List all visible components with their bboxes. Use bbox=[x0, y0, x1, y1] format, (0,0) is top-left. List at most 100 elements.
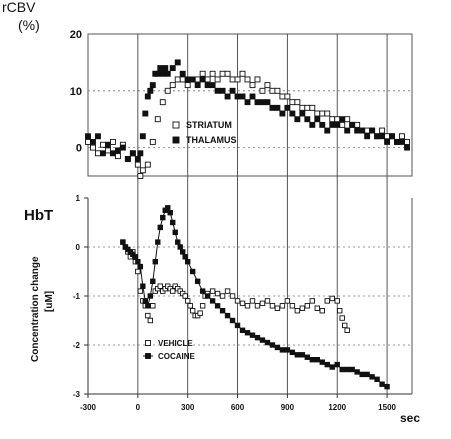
hbt-xtick-label: 900 bbox=[281, 403, 295, 412]
rcbv-point-striatum bbox=[319, 110, 326, 117]
hbt-point-vehicle bbox=[344, 327, 350, 333]
hbt-point-cocaine bbox=[150, 278, 156, 284]
rcbv-point-thalamus bbox=[184, 76, 191, 83]
rcbv-point-striatum bbox=[114, 153, 121, 160]
rcbv-point-thalamus bbox=[369, 127, 376, 134]
rcbv-point-striatum bbox=[95, 150, 101, 157]
hbt-point-cocaine bbox=[284, 347, 291, 353]
hbt-point-cocaine bbox=[204, 293, 211, 299]
hbt-xtick-label: 1500 bbox=[378, 403, 396, 412]
hbt-point-cocaine bbox=[244, 330, 251, 336]
hbt-point-cocaine bbox=[274, 344, 281, 351]
rcbv-point-striatum bbox=[274, 87, 281, 94]
hbt-point-cocaine bbox=[214, 303, 221, 309]
rcbv-point-thalamus bbox=[234, 93, 241, 100]
rcbv-point-thalamus bbox=[199, 76, 206, 83]
rcbv-point-striatum bbox=[244, 76, 251, 83]
hbt-point-vehicle bbox=[299, 305, 306, 311]
hbt-point-cocaine bbox=[344, 366, 350, 373]
hbt-point-cocaine bbox=[184, 259, 191, 265]
rcbv-point-thalamus bbox=[274, 104, 281, 111]
hbt-point-vehicle bbox=[309, 298, 316, 304]
rcbv-point-thalamus bbox=[144, 93, 151, 100]
rcbv-point-thalamus bbox=[399, 138, 405, 145]
rcbv-point-striatum bbox=[379, 127, 386, 134]
rcbv-point-thalamus bbox=[149, 82, 156, 89]
hbt-point-cocaine bbox=[319, 359, 325, 365]
rcbv-point-striatum bbox=[364, 127, 371, 134]
rcbv-point-striatum bbox=[144, 161, 151, 168]
rcbv-point-thalamus bbox=[349, 121, 356, 128]
hbt-point-vehicle bbox=[244, 303, 251, 309]
hbt-point-vehicle bbox=[329, 295, 335, 302]
hbt-ytick-label: -3 bbox=[73, 390, 81, 399]
rcbv-point-striatum bbox=[234, 76, 241, 83]
rcbv-point-thalamus bbox=[124, 156, 131, 162]
rcbv-point-striatum bbox=[179, 76, 186, 83]
hbt-point-cocaine bbox=[264, 339, 271, 346]
rcbv-point-striatum bbox=[384, 133, 391, 140]
rcbv-ytick-label: 10 bbox=[70, 86, 82, 98]
hbt-point-vehicle bbox=[339, 315, 345, 321]
hbt-point-vehicle bbox=[199, 303, 206, 309]
rcbv-point-thalamus bbox=[129, 150, 136, 157]
hbt-ytick-label: -1 bbox=[73, 292, 81, 301]
hbt-point-vehicle bbox=[294, 308, 301, 314]
hbt-point-cocaine bbox=[269, 342, 276, 348]
rcbv-point-thalamus bbox=[159, 70, 166, 77]
rcbv-point-thalamus bbox=[157, 65, 164, 72]
hbt-point-cocaine bbox=[172, 229, 178, 236]
hbt-point-cocaine bbox=[379, 381, 385, 387]
rcbv-point-striatum bbox=[184, 82, 191, 89]
rcbv-point-thalamus bbox=[354, 127, 361, 134]
hbt-point-cocaine bbox=[199, 288, 206, 294]
rcbv-point-thalamus bbox=[389, 133, 396, 140]
rcbv-point-thalamus bbox=[364, 133, 371, 140]
hbt-point-vehicle bbox=[184, 298, 191, 304]
rcbv-point-striatum bbox=[194, 76, 201, 83]
rcbv-point-striatum bbox=[259, 87, 266, 94]
rcbv-point-thalamus bbox=[264, 99, 271, 106]
hbt-point-cocaine bbox=[177, 244, 183, 250]
rcbv-point-striatum bbox=[284, 93, 291, 100]
rcbv-point-thalamus bbox=[379, 133, 386, 140]
hbt-point-vehicle bbox=[157, 283, 163, 289]
rcbv-point-striatum bbox=[104, 147, 111, 154]
rcbv-point-thalamus bbox=[179, 70, 186, 77]
rcbv-point-thalamus bbox=[404, 144, 410, 151]
hbt-point-cocaine bbox=[157, 224, 163, 231]
rcbv-point-striatum bbox=[254, 76, 261, 83]
hbt-point-cocaine bbox=[259, 337, 266, 343]
rcbv-point-thalamus bbox=[134, 156, 141, 162]
chart-marks: 0 10 20 -3 -2 -1 0 1 -300 0 300 600 900 1200 1500 STRIA… bbox=[70, 29, 413, 412]
hbt-point-cocaine bbox=[254, 334, 261, 341]
rcbv-point-thalamus bbox=[254, 99, 261, 106]
hbt-point-vehicle bbox=[284, 298, 291, 304]
rcbv-point-striatum bbox=[219, 70, 226, 77]
hbt-point-cocaine bbox=[384, 383, 390, 390]
hbt-point-vehicle bbox=[214, 290, 221, 297]
rcbv-point-striatum bbox=[309, 104, 316, 111]
hbt-point-cocaine bbox=[294, 352, 301, 358]
rcbv-point-thalamus bbox=[394, 138, 400, 145]
hbt-point-cocaine bbox=[299, 352, 306, 358]
rcbv-point-thalamus bbox=[154, 70, 161, 77]
hbt-point-cocaine bbox=[224, 312, 231, 319]
rcbv-point-thalamus bbox=[259, 99, 266, 106]
hbt-point-cocaine bbox=[120, 239, 126, 245]
rcbv-point-thalamus bbox=[344, 127, 351, 134]
hbt-point-cocaine bbox=[349, 366, 355, 373]
hbt-point-cocaine bbox=[314, 357, 320, 363]
rcbv-point-striatum bbox=[204, 76, 211, 83]
hbt-xtick-label: -300 bbox=[80, 403, 97, 412]
rcbv-point-striatum bbox=[249, 82, 256, 89]
hbt-point-vehicle bbox=[274, 305, 281, 311]
rcbv-point-thalamus bbox=[279, 110, 286, 117]
hbt-point-cocaine bbox=[324, 361, 330, 368]
hbt-title: HbT bbox=[24, 207, 53, 224]
rcbv-point-thalamus bbox=[189, 76, 196, 83]
hbt-point-vehicle bbox=[135, 268, 141, 275]
hbt-point-vehicle bbox=[334, 298, 340, 304]
rcbv-point-striatum bbox=[169, 82, 176, 89]
hbt-point-vehicle bbox=[249, 298, 256, 304]
